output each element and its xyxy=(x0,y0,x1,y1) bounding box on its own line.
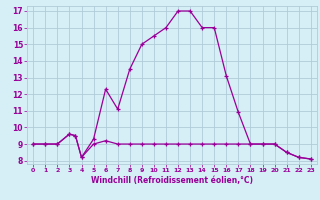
X-axis label: Windchill (Refroidissement éolien,°C): Windchill (Refroidissement éolien,°C) xyxy=(91,176,253,185)
